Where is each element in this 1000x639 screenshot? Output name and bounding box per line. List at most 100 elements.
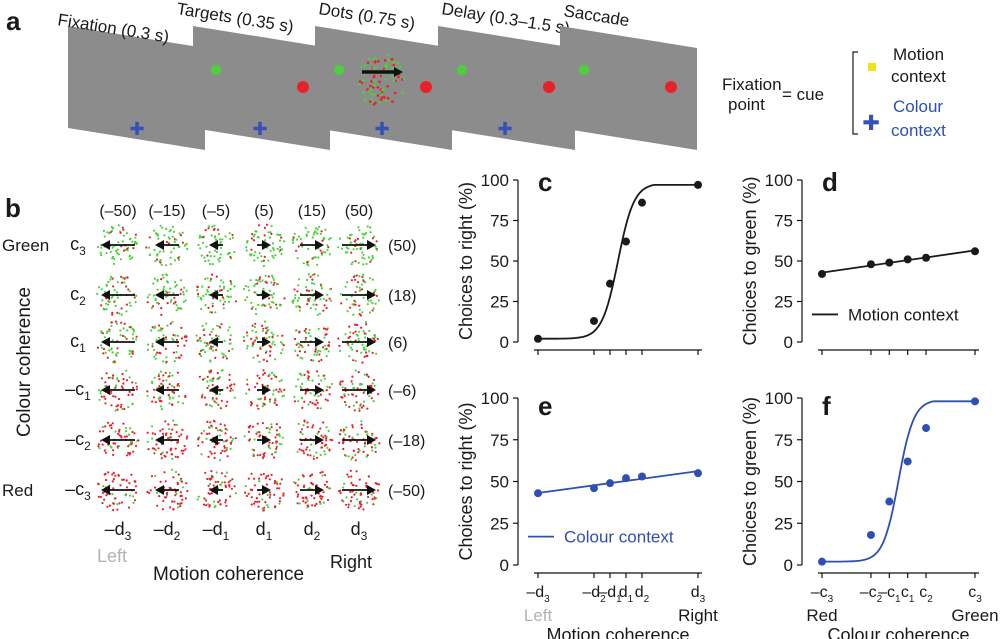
stimulus-dot (261, 324, 264, 327)
stimulus-dot (168, 230, 171, 233)
stimulus-dot (204, 351, 207, 354)
stimulus-dot (258, 276, 262, 279)
stimulus-dot (116, 445, 119, 448)
stimulus-dot (344, 333, 347, 336)
stimulus-dot (256, 337, 259, 340)
stimulus-dot (123, 435, 126, 438)
stimulus-dot (259, 280, 262, 283)
stimulus-dot (322, 374, 325, 377)
stimulus-dot (353, 278, 357, 281)
y-tick-label: 25 (774, 293, 793, 312)
stimulus-dot (313, 299, 316, 302)
stimulus-dot (307, 247, 310, 250)
stimulus-dot (271, 453, 274, 456)
stimulus-dot (269, 231, 272, 234)
stimulus-dot (176, 371, 179, 374)
stimulus-dot (151, 400, 154, 403)
stimulus-dot (322, 250, 325, 253)
stimulus-dot (366, 225, 369, 228)
stimulus-dot (175, 238, 178, 241)
stimulus-dot (371, 382, 374, 385)
stimulus-dot (154, 353, 157, 356)
stimulus-dot (156, 258, 159, 261)
stimulus-dot (183, 444, 186, 448)
stimulus-dot (204, 303, 207, 307)
stimulus-dot (234, 492, 237, 495)
stimulus-dot (119, 258, 123, 261)
stimulus-dot (366, 433, 369, 436)
stimulus-dot (177, 473, 180, 476)
motion-arrow-head (367, 337, 376, 347)
y-tick-label: 75 (490, 431, 509, 450)
stimulus-dot (351, 375, 354, 378)
stimulus-dot (263, 398, 267, 401)
stimulus-dot (209, 379, 212, 382)
stimulus-dot (198, 375, 201, 378)
stimulus-dot (312, 303, 315, 306)
stimulus-dot (114, 442, 117, 445)
stimulus-dot (101, 443, 104, 446)
stimulus-dot (225, 357, 228, 360)
stimulus-dot (380, 94, 383, 97)
stimulus-dot (131, 402, 134, 405)
stimulus-dot (102, 308, 106, 311)
stimulus-dot (263, 372, 266, 375)
stimulus-dot (162, 250, 165, 253)
stimulus-dot (158, 373, 161, 376)
stimulus-dot (347, 503, 350, 506)
stimulus-dot (250, 404, 253, 407)
stimulus-dot (351, 303, 354, 306)
stimulus-dot (338, 344, 341, 347)
stimulus-dot (306, 426, 309, 429)
stimulus-dot (222, 356, 225, 359)
stimulus-dot (160, 278, 163, 281)
stimulus-dot (358, 308, 361, 311)
fit-curve (537, 470, 699, 494)
stimulus-dot (201, 324, 204, 327)
stimulus-dot (373, 83, 377, 87)
fixation-cross-icon: ✚ (129, 119, 144, 139)
stimulus-dot (316, 351, 319, 354)
motion-arrow-head (262, 485, 271, 495)
stimulus-dot (108, 232, 111, 235)
stimulus-dot (205, 504, 208, 507)
stimulus-dot (133, 432, 136, 435)
stimulus-dot (363, 233, 366, 236)
stimulus-dot (208, 505, 211, 508)
legend-equals-cue: = cue (782, 85, 824, 104)
stimulus-cell (242, 320, 285, 363)
stimulus-dot (369, 299, 372, 302)
stimulus-dot (161, 451, 164, 454)
stimulus-dot (223, 450, 226, 453)
stimulus-dot (148, 246, 151, 249)
stimulus-dot (181, 452, 184, 455)
stimulus-dot (381, 88, 384, 92)
stimulus-dot (344, 503, 348, 506)
stimulus-dot (205, 344, 208, 347)
x-end-label-left: Left (524, 606, 553, 625)
stimulus-dot (278, 388, 281, 391)
stimulus-dot (156, 233, 159, 236)
y-tick-label: 100 (765, 389, 793, 408)
stimulus-dot (362, 236, 365, 239)
stimulus-dot (251, 233, 254, 236)
stimulus-dot (208, 477, 211, 480)
stimulus-dot (211, 305, 214, 308)
stimulus-dot (135, 385, 138, 388)
motion-arrow-head (394, 67, 403, 77)
stimulus-dot (297, 378, 300, 381)
stimulus-dot (267, 275, 270, 278)
stimulus-dot (110, 225, 113, 229)
stimulus-dot (121, 387, 124, 390)
stimulus-dot (362, 330, 365, 333)
stimulus-dot (262, 259, 265, 262)
stimulus-dot (200, 307, 203, 311)
stimulus-dot (177, 356, 180, 359)
panel-c-label: c (538, 167, 552, 197)
stimulus-dot (278, 432, 281, 436)
stimulus-dot (328, 448, 331, 451)
stimulus-dot (275, 429, 278, 432)
stimulus-dot (164, 420, 167, 423)
stimulus-dot (108, 424, 112, 427)
stimulus-dot (121, 407, 124, 410)
